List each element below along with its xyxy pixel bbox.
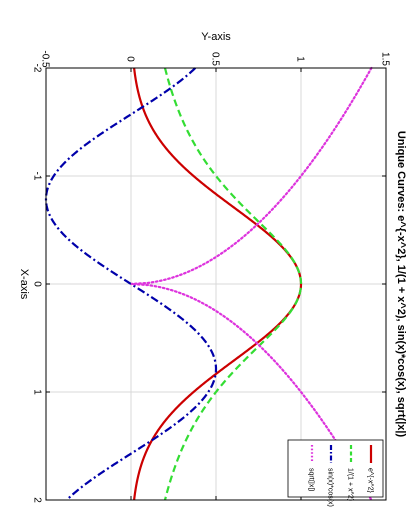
series-group xyxy=(44,66,373,502)
legend-label: e^{-x^2} xyxy=(367,468,374,494)
x-tick-label: -1 xyxy=(32,172,43,181)
legend-box xyxy=(287,439,384,498)
y-axis-label: Y-axis xyxy=(201,31,231,43)
y-tick-label: -0.5 xyxy=(40,50,51,68)
chart-title: Unique Curves: e^{-x^2}, 1/(1 + x^2), si… xyxy=(395,131,407,438)
x-tick-label: 2 xyxy=(32,497,43,503)
x-tick-label: -2 xyxy=(32,64,43,73)
y-tick-label: 0.5 xyxy=(210,52,221,66)
y-tick-label: 1 xyxy=(295,56,306,62)
series-line xyxy=(130,66,373,502)
y-tick-label: 1.5 xyxy=(380,52,391,66)
legend: e^{-x^2} 1/(1 + x^2) sin(x)*cos(x) sqrt(|x|… xyxy=(287,439,384,507)
tick-labels: -2 -1 0 1 2 -0.5 0 0.5 1 1.5 xyxy=(32,50,391,503)
legend-label: sin(x)*cos(x) xyxy=(327,468,334,507)
y-tick-label: 0 xyxy=(125,56,136,62)
legend-label: 1/(1 + x^2) xyxy=(347,468,354,501)
tick-marks xyxy=(45,67,387,501)
series-line xyxy=(133,67,303,501)
grid xyxy=(46,68,386,500)
x-tick-label: 0 xyxy=(32,281,43,287)
legend-label: sqrt(|x|) xyxy=(308,468,315,491)
x-tick-label: 1 xyxy=(32,389,43,395)
x-axis-label: X-axis xyxy=(18,269,30,300)
series-line xyxy=(163,67,303,501)
